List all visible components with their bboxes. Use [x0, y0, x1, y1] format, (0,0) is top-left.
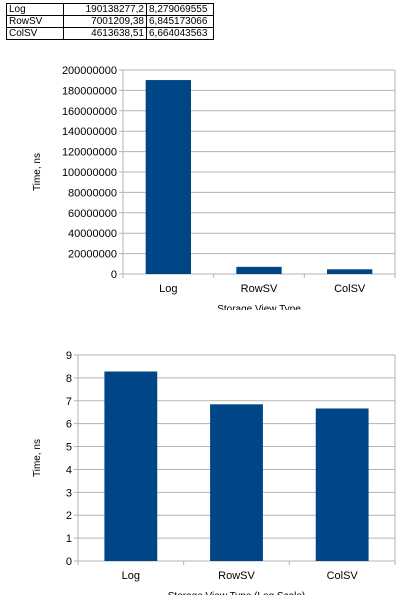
y-tick-label: 0 [66, 556, 72, 568]
y-tick-label: 2 [66, 510, 72, 522]
table-cell-label: Log [6, 3, 64, 16]
table-row: Log 190138277,2 8,279069555 [6, 3, 214, 16]
chart-time-ns: 0 20000000 40000000 60000000 80000000 1000000… [32, 65, 396, 310]
chart-time-log-scale: 0 1 2 3 4 5 6 7 8 9 Log RowSV ColSV Storage View Type… [32, 350, 396, 595]
y-tick-label: 100000000 [62, 167, 117, 179]
bar-log [104, 371, 158, 561]
table-cell-time: 4613638,51 [63, 27, 147, 40]
table-row: ColSV 4613638,51 6,664043563 [6, 27, 214, 40]
table-cell-log: 6,664043563 [146, 27, 214, 40]
y-tick-label: 0 [111, 269, 117, 281]
x-tick-label: Log [122, 570, 140, 582]
y-tick-label: 1 [66, 533, 72, 545]
y-tick-label: 40000000 [68, 228, 117, 240]
table-cell-label: RowSV [6, 15, 64, 28]
y-tick-label: 9 [66, 350, 72, 362]
x-tick-label: ColSV [327, 570, 359, 582]
bar-rowsv [236, 266, 282, 274]
table-cell-time: 7001209,38 [63, 15, 147, 28]
y-tick-label: 80000000 [68, 187, 117, 199]
bar-rowsv [210, 404, 263, 561]
y-tick-label: 4 [66, 464, 72, 476]
y-tick-label: 180000000 [62, 85, 117, 97]
y-tick-label: 60000000 [68, 208, 117, 220]
y-tick-label: 120000000 [62, 147, 117, 159]
table-cell-log: 8,279069555 [146, 3, 214, 16]
x-tick-label: RowSV [218, 570, 255, 582]
y-tick-label: 200000000 [62, 65, 117, 77]
y-tick-label: 140000000 [62, 126, 117, 138]
y-tick-label: 8 [66, 373, 72, 385]
table-cell-time: 190138277,2 [63, 3, 147, 16]
x-tick-label: ColSV [334, 283, 366, 295]
table-cell-label: ColSV [6, 27, 64, 40]
y-tick-label: 20000000 [68, 249, 117, 261]
y-tick-label: 6 [66, 419, 72, 431]
x-tick-label: Log [159, 283, 177, 295]
table-row: RowSV 7001209,38 6,845173066 [6, 15, 214, 28]
data-table: Log 190138277,2 8,279069555 RowSV 7001209,38… [6, 3, 214, 40]
y-tick-label: 5 [66, 442, 72, 454]
y-tick-label: 7 [66, 396, 72, 408]
x-axis-title: Storage View Type (Log Scale) [168, 591, 306, 595]
x-axis-title: Storage View Type [217, 304, 301, 310]
bar-colsv [327, 269, 373, 274]
y-tick-label: 160000000 [62, 106, 117, 118]
y-tick-label: 3 [66, 487, 72, 499]
table-cell-log: 6,845173066 [146, 15, 214, 28]
y-axis-title: Time, ns [32, 439, 43, 477]
bar-log [145, 80, 191, 274]
x-tick-label: RowSV [241, 283, 278, 295]
y-axis-title: Time, ns [32, 153, 43, 191]
bar-colsv [315, 408, 369, 561]
